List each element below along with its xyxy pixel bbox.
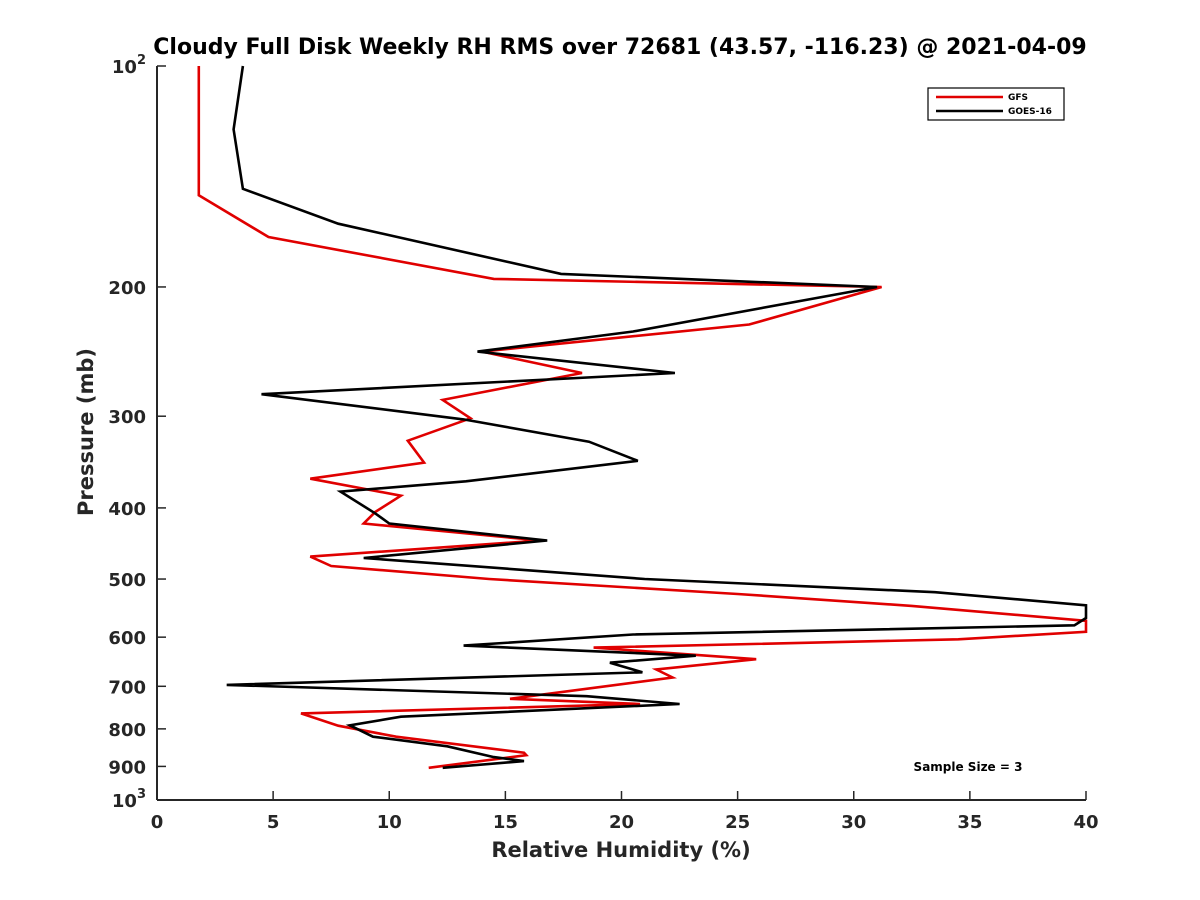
y-tick-label-base: 10 (112, 791, 137, 812)
x-tick-label: 30 (841, 812, 866, 833)
x-tick-label: 5 (267, 812, 280, 833)
y-tick-label-base: 10 (112, 57, 137, 78)
legend: GFS GOES-16 (927, 87, 1065, 121)
legend-box (927, 87, 1065, 121)
y-axis-label: Pressure (mb) (74, 348, 98, 516)
y-tick-label: 200 (108, 278, 146, 299)
y-tick-label: 800 (108, 720, 146, 741)
series-group (197, 65, 1088, 770)
y-tick-label-exponent: 3 (137, 787, 146, 802)
legend-label: GOES-16 (1008, 107, 1052, 117)
x-tick-label: 25 (725, 812, 750, 833)
chart-title: Cloudy Full Disk Weekly RH RMS over 7268… (153, 35, 1086, 60)
y-tick-label: 900 (108, 757, 146, 778)
y-tick-label: 102 (112, 53, 146, 78)
y-tick-label-exponent: 2 (137, 53, 146, 68)
legend-label: GFS (1008, 93, 1028, 103)
y-tick-label: 103 (112, 787, 146, 812)
x-tick-label: 35 (957, 812, 982, 833)
x-tick-label: 0 (151, 812, 164, 833)
y-tick-label: 300 (108, 407, 146, 428)
axes: 0 5 10 15 20 25 30 35 40102200300400500600700800… (108, 53, 1098, 833)
y-tick-label: 600 (108, 628, 146, 649)
x-axis-label: Relative Humidity (%) (491, 838, 750, 862)
y-tick-label: 700 (108, 677, 146, 698)
series-line-goes-16 (226, 65, 1088, 770)
x-tick-label: 10 (377, 812, 402, 833)
y-tick-label: 400 (108, 499, 146, 520)
series-line-gfs (197, 66, 1088, 770)
sample-size-annotation: Sample Size = 3 (914, 760, 1023, 774)
y-tick-label: 500 (108, 570, 146, 591)
x-tick-label: 15 (493, 812, 518, 833)
x-tick-label: 40 (1073, 812, 1098, 833)
x-tick-label: 20 (609, 812, 634, 833)
